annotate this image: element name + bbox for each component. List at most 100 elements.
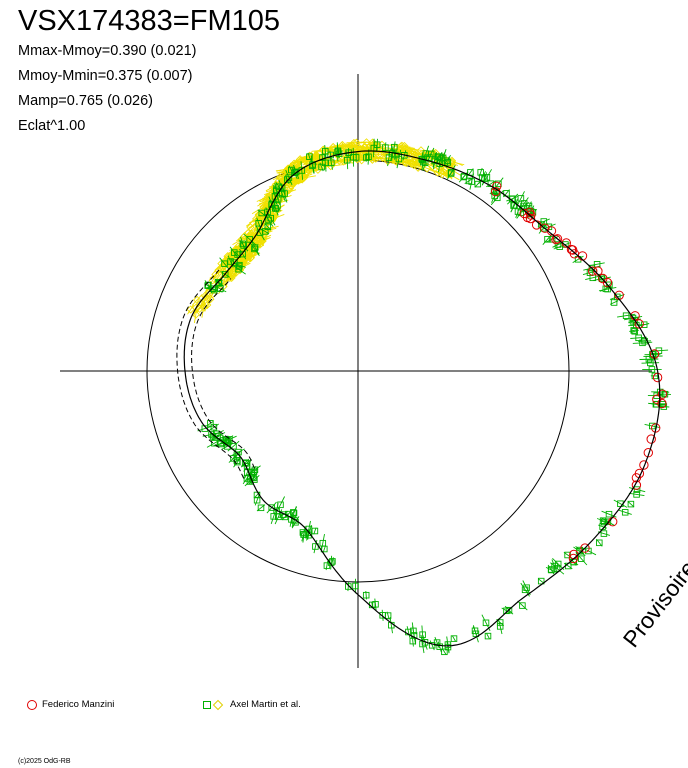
green-square-point: [578, 555, 585, 562]
green-square-point: [471, 627, 479, 635]
green-square-point: [427, 150, 435, 158]
red-circle-point: [552, 234, 563, 244]
yellow-diamond-point: [186, 305, 195, 314]
green-error-bar: [600, 517, 616, 527]
green-error-bar: [336, 142, 339, 162]
green-error-bar: [250, 240, 260, 255]
copyright-text: (c)2025 OdG-RB: [18, 758, 71, 765]
yellow-diamond-point: [206, 295, 215, 304]
green-error-bar: [384, 142, 387, 153]
yellow-diamond-point: [261, 196, 270, 206]
green-square-point: [519, 602, 526, 609]
green-square-point: [233, 451, 241, 458]
green-square-point: [482, 619, 490, 627]
green-square-point: [345, 583, 352, 590]
yellow-diamond-point: [200, 291, 210, 300]
green-square-point: [627, 500, 635, 508]
mean-light-curve: [176, 150, 661, 647]
green-square-point: [525, 202, 533, 210]
green-error-bar: [253, 491, 261, 499]
green-square-point: [321, 159, 329, 167]
green-error-bar: [617, 313, 636, 318]
green-error-bar: [545, 566, 557, 574]
green-square-point: [327, 151, 334, 159]
green-square-point: [629, 314, 637, 322]
green-square-point: [224, 438, 232, 445]
yellow-error-bar: [232, 257, 249, 272]
yellow-error-bar: [204, 298, 210, 312]
green-square-point: [352, 582, 359, 590]
green-error-bar: [638, 323, 650, 327]
yellow-diamond-point: [349, 138, 359, 148]
green-square-point: [224, 443, 231, 450]
green-error-bar: [446, 636, 450, 653]
green-square-point: [496, 623, 504, 630]
green-error-bar: [239, 248, 247, 260]
yellow-diamond-point: [413, 163, 423, 172]
yellow-diamond-point: [245, 232, 255, 242]
green-error-bar: [585, 275, 601, 281]
green-square-point: [622, 312, 630, 319]
green-error-bar: [516, 191, 525, 206]
green-square-point: [395, 155, 403, 163]
green-square-point: [217, 285, 224, 293]
green-error-bar: [411, 635, 414, 647]
green-error-bar: [497, 618, 503, 635]
green-square-point: [465, 177, 473, 185]
yellow-error-bar: [224, 271, 238, 283]
yellow-diamond-point: [203, 300, 212, 310]
stat-mmax-mmoy: Mmax-Mmoy=0.390 (0.021): [18, 43, 197, 59]
green-square-point: [631, 328, 638, 335]
green-error-bar: [270, 508, 277, 525]
yellow-error-bar: [273, 189, 293, 200]
yellow-error-bar: [258, 189, 281, 202]
green-square-point: [596, 539, 603, 547]
green-error-bar: [206, 438, 223, 448]
green-square-point: [460, 173, 467, 181]
yellow-error-bar: [308, 167, 327, 172]
legend-item-manzini: Federico Manzini: [26, 698, 114, 712]
green-square-point: [481, 175, 488, 182]
green-error-bar: [641, 362, 660, 364]
green-error-bar: [207, 420, 214, 426]
stat-eclat: Eclat^1.00: [18, 118, 86, 134]
green-square-point: [660, 403, 668, 410]
green-square-point: [300, 531, 307, 538]
green-square-point: [207, 420, 214, 427]
stat-mamp: Mamp=0.765 (0.026): [18, 93, 154, 109]
square-diamond-marker-icon: [203, 699, 224, 711]
green-error-bar: [324, 145, 327, 158]
green-error-bar: [249, 241, 260, 257]
green-square-point: [322, 147, 329, 155]
green-square-point: [362, 591, 370, 599]
green-error-bar: [381, 609, 384, 621]
green-square-point: [450, 635, 458, 642]
green-error-bar: [552, 557, 565, 571]
yellow-diamond-point: [339, 157, 348, 166]
green-square-point: [323, 562, 331, 569]
green-error-bar: [658, 393, 672, 395]
chart-title: VSX174383=FM105: [18, 5, 280, 37]
green-square-point: [382, 144, 389, 151]
green-square-point: [605, 510, 613, 518]
green-square-point: [523, 584, 530, 591]
yellow-error-bar: [222, 264, 231, 286]
yellow-diamond-point: [409, 158, 419, 167]
green-error-bar: [392, 141, 396, 154]
green-square-point: [537, 577, 545, 585]
green-square-point: [258, 209, 265, 217]
red-circle-point: [588, 266, 598, 276]
yellow-diamond-point: [338, 155, 348, 165]
green-square-point: [221, 271, 229, 278]
green-error-bar: [452, 635, 456, 642]
green-square-point: [235, 263, 243, 270]
green-square-point: [273, 507, 280, 515]
green-square-point: [373, 141, 381, 148]
green-error-bar: [202, 432, 221, 437]
green-error-bar: [486, 633, 490, 640]
green-error-bar: [589, 262, 605, 267]
yellow-error-bar: [261, 216, 276, 228]
green-square-point: [288, 166, 295, 174]
green-square-point: [610, 299, 618, 306]
yellow-diamond-point: [422, 164, 432, 173]
